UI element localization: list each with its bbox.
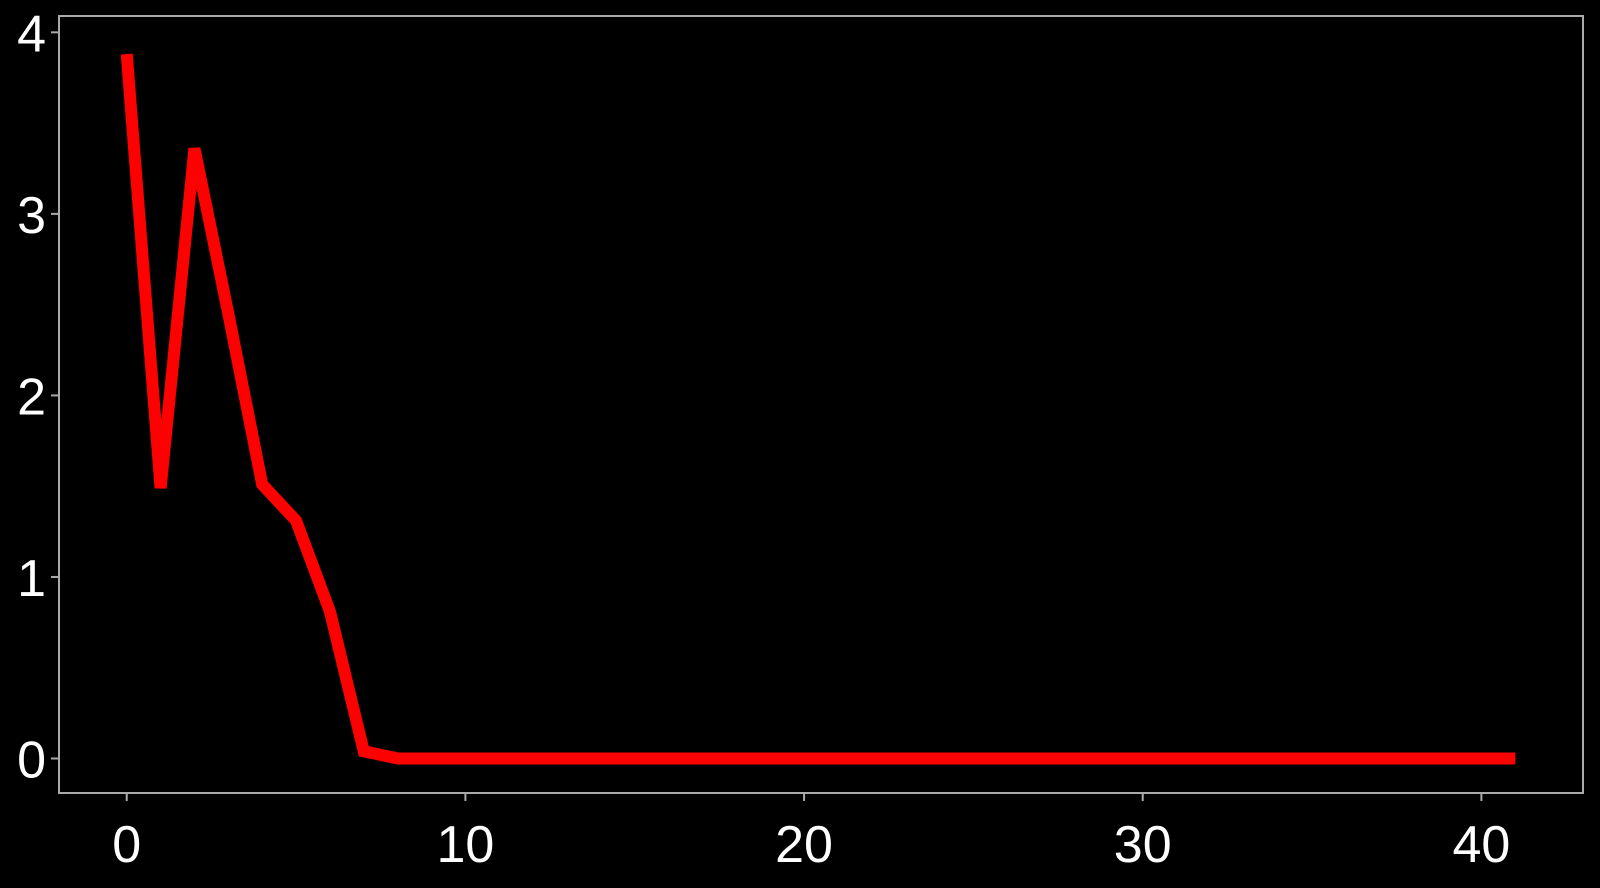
plot-frame <box>58 15 1584 794</box>
data-point <box>261 483 263 485</box>
x-tick-label: 0 <box>112 816 141 874</box>
data-point <box>701 758 703 760</box>
data-point <box>1345 758 1347 760</box>
data-point <box>634 758 636 760</box>
x-tick-label: 40 <box>1452 816 1510 874</box>
y-tick-label: 3 <box>17 187 46 245</box>
data-point <box>1209 758 1211 760</box>
y-tick-label: 0 <box>17 732 46 790</box>
data-point <box>363 750 365 752</box>
data-point <box>431 758 433 760</box>
data-point <box>837 758 839 760</box>
data-point <box>769 758 771 760</box>
data-point <box>1108 758 1110 760</box>
x-tick-label: 10 <box>436 816 494 874</box>
data-point <box>1243 758 1245 760</box>
data-point <box>1379 758 1381 760</box>
data-point <box>1311 758 1313 760</box>
x-tick-label: 30 <box>1114 816 1172 874</box>
data-point <box>397 758 399 760</box>
data-point <box>1480 758 1482 760</box>
data-point <box>1413 758 1415 760</box>
data-point <box>1006 758 1008 760</box>
y-tick-label: 1 <box>17 550 46 608</box>
data-point <box>1176 758 1178 760</box>
tick-labels: 0 10 20 30 40 0 1 2 3 4 <box>17 5 1510 874</box>
data-point <box>972 758 974 760</box>
data-point <box>193 148 195 150</box>
series-layer <box>120 53 1516 765</box>
data-point <box>1514 758 1516 760</box>
data-point <box>464 758 466 760</box>
data-point <box>227 313 229 315</box>
data-point <box>1447 758 1449 760</box>
data-point <box>735 758 737 760</box>
data-point <box>295 520 297 522</box>
data-point <box>668 758 670 760</box>
data-point <box>1074 758 1076 760</box>
x-tick-label: 20 <box>775 816 833 874</box>
data-point <box>566 758 568 760</box>
series-line <box>120 53 1516 765</box>
data-point <box>939 758 941 760</box>
data-point <box>1142 758 1144 760</box>
axes <box>51 15 1584 801</box>
data-point <box>498 758 500 760</box>
y-tick-label: 2 <box>17 368 46 426</box>
data-point <box>600 758 602 760</box>
y-tick-label: 4 <box>17 5 46 63</box>
data-point <box>329 610 331 612</box>
data-point <box>1277 758 1279 760</box>
data-point <box>905 758 907 760</box>
data-point <box>1040 758 1042 760</box>
data-point <box>126 53 128 55</box>
data-point <box>803 758 805 760</box>
data-point <box>532 758 534 760</box>
data-point <box>160 487 162 489</box>
data-point <box>871 758 873 760</box>
